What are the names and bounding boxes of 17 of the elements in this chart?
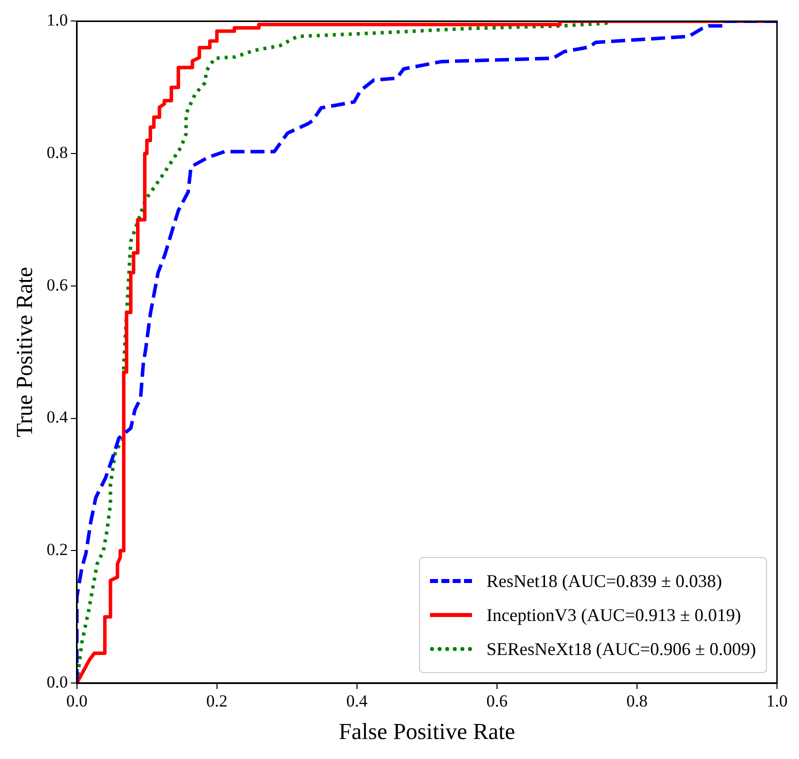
x-tick-label: 0.0 (66, 692, 88, 711)
y-tick-label: 0.8 (46, 143, 68, 162)
x-axis-title: False Positive Rate (338, 719, 516, 744)
x-tick-label: 0.2 (206, 692, 228, 711)
x-tick-label: 0.6 (486, 692, 508, 711)
legend-label: SEResNeXt18 (AUC=0.906 ± 0.009) (486, 638, 756, 660)
y-tick-label: 0.4 (46, 408, 68, 427)
legend-label: ResNet18 (AUC=0.839 ± 0.038) (486, 570, 722, 592)
y-tick-label: 0.0 (46, 672, 68, 692)
x-tick-label: 0.4 (346, 692, 368, 711)
y-axis-title: True Positive Rate (12, 266, 37, 438)
x-tick-label: 0.8 (626, 692, 648, 711)
legend-label: InceptionV3 (AUC=0.913 ± 0.019) (486, 604, 741, 626)
y-tick-label: 1.0 (46, 10, 68, 30)
y-tick-label: 0.2 (46, 540, 68, 560)
x-tick-label: 1.0 (766, 692, 788, 711)
y-tick-label: 0.6 (46, 275, 68, 294)
